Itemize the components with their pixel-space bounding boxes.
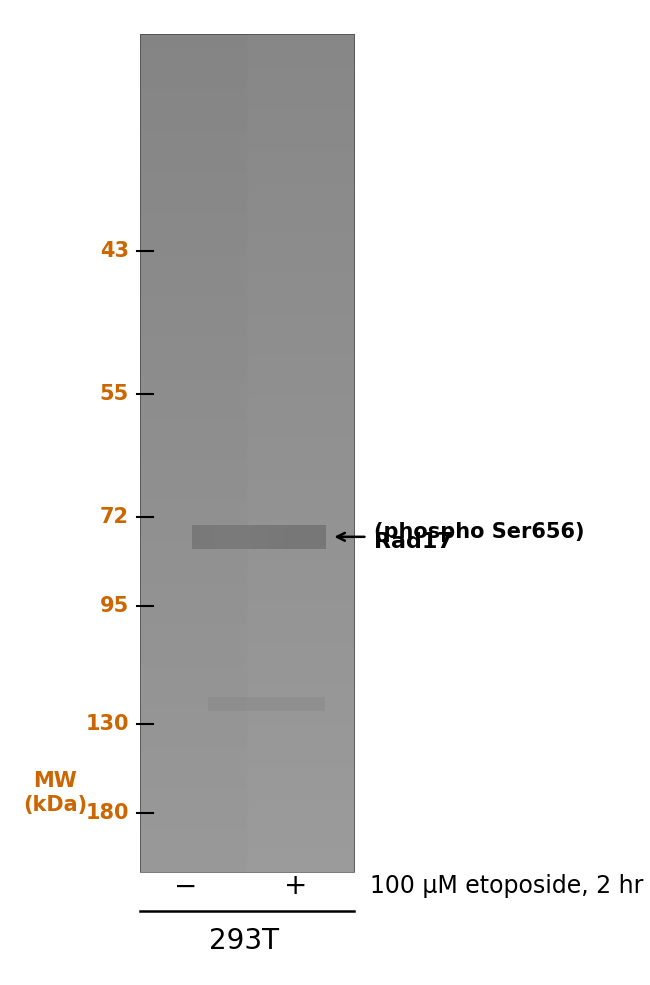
Text: 72: 72	[99, 507, 129, 527]
FancyArrowPatch shape	[337, 533, 365, 541]
Text: 130: 130	[85, 714, 129, 734]
Text: 100 μM etoposide, 2 hr: 100 μM etoposide, 2 hr	[370, 875, 644, 898]
Text: Rad17: Rad17	[374, 532, 452, 552]
Text: 43: 43	[99, 241, 129, 261]
Text: 180: 180	[85, 803, 129, 822]
Text: 95: 95	[99, 596, 129, 616]
Text: 293T: 293T	[209, 927, 279, 954]
Bar	[140, 34, 354, 872]
Text: −: −	[174, 873, 197, 900]
Text: +: +	[284, 873, 307, 900]
Text: (phospho Ser656): (phospho Ser656)	[374, 522, 584, 542]
Text: MW
(kDa): MW (kDa)	[23, 770, 87, 816]
Text: 55: 55	[99, 384, 129, 404]
